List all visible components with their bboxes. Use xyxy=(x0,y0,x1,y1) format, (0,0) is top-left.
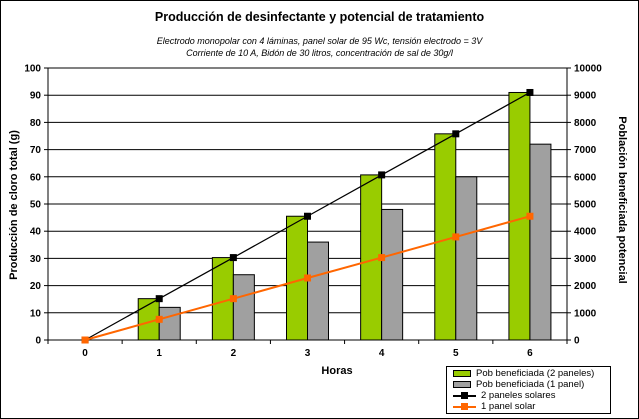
left-axis-tick-label: 30 xyxy=(30,254,42,265)
left-axis-tick-label: 80 xyxy=(30,118,42,129)
marker-1-panel-solar-h6 xyxy=(526,212,534,220)
chart-subtitle-line1: Electrodo monopolar con 4 láminas, panel… xyxy=(156,36,483,46)
marker-2-paneles-solares-h5 xyxy=(452,130,460,138)
left-axis-tick-label: 70 xyxy=(30,145,42,156)
marker-2-paneles-solares-h2 xyxy=(229,254,237,262)
legend-label: 1 panel solar xyxy=(481,401,536,412)
chart-subtitle: Electrodo monopolar con 4 láminas, panel… xyxy=(1,35,638,59)
right-axis-tick-label: 7000 xyxy=(574,145,597,156)
x-axis-tick-label: 3 xyxy=(305,348,311,359)
bar-pob-beneficiada-1-panel--h3 xyxy=(307,241,329,341)
right-axis-tick-label: 3000 xyxy=(574,254,597,265)
legend-square-marker xyxy=(461,402,468,410)
right-axis-tick-label: 6000 xyxy=(574,172,597,183)
marker-2-paneles-solares-h1 xyxy=(155,295,163,303)
marker-1-panel-solar-h0 xyxy=(81,336,89,344)
right-axis-tick-label: 1000 xyxy=(574,308,597,319)
chart-subtitle-line2: Corriente de 10 A, Bidón de 30 litros, c… xyxy=(186,48,453,58)
legend-label: Pob beneficiada (1 panel) xyxy=(476,379,585,390)
legend-item-bar-1-panel: Pob beneficiada (1 panel) xyxy=(453,379,610,390)
right-axis-tick-label: 10000 xyxy=(574,64,602,75)
left-axis-tick-label: 10 xyxy=(30,308,42,319)
bar-pob-beneficiada-1-panel--h6 xyxy=(529,143,552,341)
marker-1-panel-solar-h5 xyxy=(452,233,460,241)
right-axis-tick-label: 4000 xyxy=(574,227,597,238)
bar-pob-beneficiada-1-panel--h4 xyxy=(381,208,404,341)
x-axis-tick-label: 0 xyxy=(82,348,88,359)
legend-marker-orange-line xyxy=(453,402,476,411)
legend-label: 2 paneles solares xyxy=(481,390,556,401)
marker-1-panel-solar-h2 xyxy=(229,295,237,303)
x-axis-tick-label: 4 xyxy=(379,348,385,359)
x-axis-tick-label: 5 xyxy=(453,348,459,359)
legend-item-bar-2-paneles: Pob beneficiada (2 paneles) xyxy=(453,368,610,379)
chart-title: Producción de desinfectante y potencial … xyxy=(154,10,485,24)
left-axis-tick-label: 90 xyxy=(30,91,42,102)
right-axis-tick-label: 8000 xyxy=(574,118,597,129)
bar-pob-beneficiada-1-panel--h2 xyxy=(232,274,255,341)
left-axis-tick-label: 40 xyxy=(30,227,42,238)
left-axis-tick-label: 100 xyxy=(24,64,41,75)
right-axis-tick-label: 9000 xyxy=(574,91,597,102)
right-axis-tick-label: 0 xyxy=(574,336,580,347)
legend-square-marker xyxy=(461,391,468,399)
bar-pob-beneficiada-1-panel--h5 xyxy=(455,176,478,341)
x-axis-title: Horas xyxy=(321,365,353,377)
marker-1-panel-solar-h4 xyxy=(378,254,386,262)
legend-item-line-2-paneles: 2 paneles solares xyxy=(453,390,610,401)
marker-2-paneles-solares-h3 xyxy=(304,212,311,220)
marker-1-panel-solar-h1 xyxy=(155,315,163,323)
legend-swatch-green-bar xyxy=(453,370,471,377)
legend-item-line-1-panel: 1 panel solar xyxy=(453,401,610,412)
marker-2-paneles-solares-h6 xyxy=(526,88,534,96)
legend-label: Pob beneficiada (2 paneles) xyxy=(476,368,595,379)
legend: Pob beneficiada (2 paneles) Pob benefici… xyxy=(446,366,611,414)
bar-pob-beneficiada-1-panel--h1 xyxy=(158,306,181,341)
x-axis-tick-label: 2 xyxy=(231,348,237,359)
left-axis-tick-label: 0 xyxy=(35,336,41,347)
legend-marker-black-line xyxy=(453,391,476,400)
marker-2-paneles-solares-h4 xyxy=(378,171,386,179)
right-axis-tick-label: 2000 xyxy=(574,281,597,292)
right-axis-tick-label: 5000 xyxy=(574,200,597,211)
left-axis-tick-label: 50 xyxy=(30,200,42,211)
legend-swatch-gray-bar xyxy=(453,381,471,388)
x-axis-tick-label: 6 xyxy=(527,348,533,359)
left-axis-tick-label: 60 xyxy=(30,172,42,183)
left-axis-tick-label: 20 xyxy=(30,281,42,292)
marker-1-panel-solar-h3 xyxy=(304,274,311,282)
x-axis-tick-label: 1 xyxy=(156,348,162,359)
